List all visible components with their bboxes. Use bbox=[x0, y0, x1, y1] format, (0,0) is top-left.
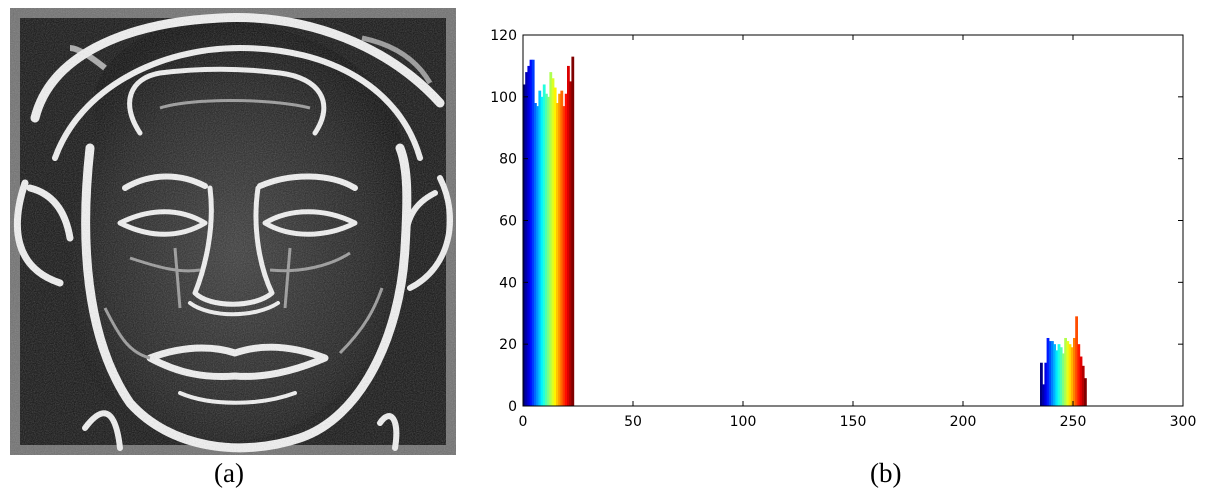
histogram-bar bbox=[1084, 378, 1087, 406]
histogram-bar bbox=[1040, 362, 1043, 406]
histogram-bar bbox=[538, 90, 542, 407]
y-tick-label: 80 bbox=[499, 152, 517, 168]
histogram-bar bbox=[562, 106, 566, 407]
caption-b: (b) bbox=[870, 458, 902, 488]
histogram-bar bbox=[1077, 344, 1081, 406]
plot-frame bbox=[522, 34, 1184, 407]
histogram-bar bbox=[1053, 344, 1056, 406]
histogram-bar bbox=[1057, 344, 1061, 406]
histogram-bar bbox=[558, 93, 561, 407]
histogram-bar bbox=[536, 106, 539, 407]
histogram-bar bbox=[1048, 341, 1052, 406]
histogram-bar bbox=[525, 72, 528, 406]
histogram-bar bbox=[1066, 341, 1070, 406]
histogram-bar bbox=[549, 72, 553, 406]
face-edge-drawing bbox=[10, 8, 456, 455]
y-tick-label: 40 bbox=[499, 275, 517, 291]
histogram-bar bbox=[1070, 347, 1074, 406]
x-tick-label: 200 bbox=[950, 414, 977, 430]
y-tick-label: 120 bbox=[490, 28, 517, 44]
histogram-bar bbox=[1075, 316, 1078, 406]
x-tick-label: 50 bbox=[624, 414, 642, 430]
histogram-bar bbox=[1055, 350, 1059, 406]
histogram-bar bbox=[1073, 337, 1076, 406]
x-tick-label: 250 bbox=[1060, 414, 1087, 430]
x-tick-label: 100 bbox=[730, 414, 757, 430]
y-tick-label: 20 bbox=[499, 337, 517, 353]
edge-face-image bbox=[10, 8, 456, 455]
histogram-bar bbox=[540, 96, 544, 406]
histogram-bar bbox=[1051, 341, 1054, 406]
histogram-bar bbox=[545, 93, 548, 407]
histogram-bar bbox=[556, 103, 559, 407]
histogram-bar bbox=[1079, 356, 1083, 406]
histogram-bar bbox=[1081, 365, 1085, 406]
histogram-bar bbox=[1044, 362, 1048, 406]
histogram-bar bbox=[1046, 337, 1050, 406]
histogram-bar bbox=[1062, 353, 1065, 406]
y-tick-label: 60 bbox=[499, 214, 517, 230]
x-tick-label: 0 bbox=[519, 414, 528, 430]
histogram-bar bbox=[527, 65, 531, 407]
x-tick-label: 300 bbox=[1170, 414, 1197, 430]
histogram-bar bbox=[553, 87, 557, 406]
histogram-bar bbox=[1064, 337, 1067, 406]
x-tick-label: 150 bbox=[840, 414, 867, 430]
histogram-bar bbox=[531, 59, 535, 406]
histogram-bar bbox=[1059, 347, 1063, 406]
y-tick-label: 100 bbox=[490, 90, 517, 106]
histogram-bar bbox=[564, 93, 568, 407]
y-tick-label: 0 bbox=[508, 399, 517, 415]
histogram-bar bbox=[547, 96, 550, 406]
histogram-bar bbox=[529, 59, 533, 406]
histogram-chart: 0 50 100 150 200 250 300 0 20 40 60 80 100 120 bbox=[480, 10, 1219, 460]
histogram-bar bbox=[1068, 344, 1072, 406]
histogram-bar bbox=[542, 84, 546, 406]
histogram-bar bbox=[1042, 384, 1045, 406]
histogram-bar bbox=[534, 103, 537, 407]
histogram-bar bbox=[569, 81, 572, 407]
histogram-bar bbox=[567, 65, 570, 407]
histogram-svg: 0 50 100 150 200 250 300 0 20 40 60 80 100 120 bbox=[490, 28, 1197, 430]
histogram-bar bbox=[523, 84, 526, 406]
caption-a: (a) bbox=[214, 458, 244, 488]
histogram-bar bbox=[560, 90, 564, 407]
histogram-bar bbox=[551, 78, 555, 406]
histogram-bar bbox=[571, 56, 575, 406]
